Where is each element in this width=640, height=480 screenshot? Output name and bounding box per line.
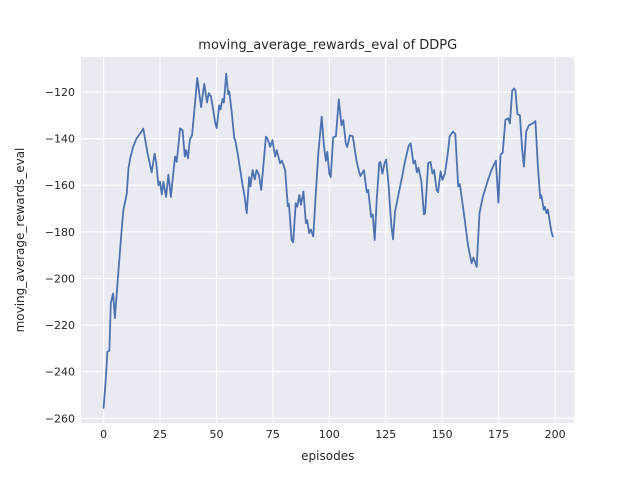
grid (81, 57, 575, 423)
x-tick-label: 25 (153, 428, 167, 441)
y-tick-label: −260 (45, 412, 75, 425)
x-tick-label: 50 (210, 428, 224, 441)
y-axis-label: moving_average_rewards_eval (13, 148, 27, 333)
y-tick-label: −240 (45, 366, 75, 379)
x-axis-label: episodes (301, 449, 354, 463)
x-tick-label: 100 (319, 428, 340, 441)
y-tick-label: −140 (45, 133, 75, 146)
y-tick-label: −220 (45, 319, 75, 332)
y-tick-label: −180 (45, 226, 75, 239)
reward-line-group (102, 72, 554, 409)
chart-title: moving_average_rewards_eval of DDPG (198, 38, 457, 53)
reward-line (102, 72, 554, 409)
y-tick-label: −200 (45, 273, 75, 286)
x-tick-label: 175 (488, 428, 509, 441)
x-tick-label: 150 (432, 428, 453, 441)
y-tick-labels: −260 −240 −220 −200 −180 −160 −140 −120 (45, 86, 75, 425)
x-tick-label: 75 (266, 428, 280, 441)
x-tick-labels: 0 25 50 75 100 125 150 175 200 (100, 428, 565, 441)
x-tick-label: 125 (375, 428, 396, 441)
y-tick-label: −160 (45, 179, 75, 192)
y-tick-label: −120 (45, 86, 75, 99)
x-tick-label: 200 (545, 428, 566, 441)
plot-area (81, 57, 575, 423)
x-tick-label: 0 (100, 428, 107, 441)
